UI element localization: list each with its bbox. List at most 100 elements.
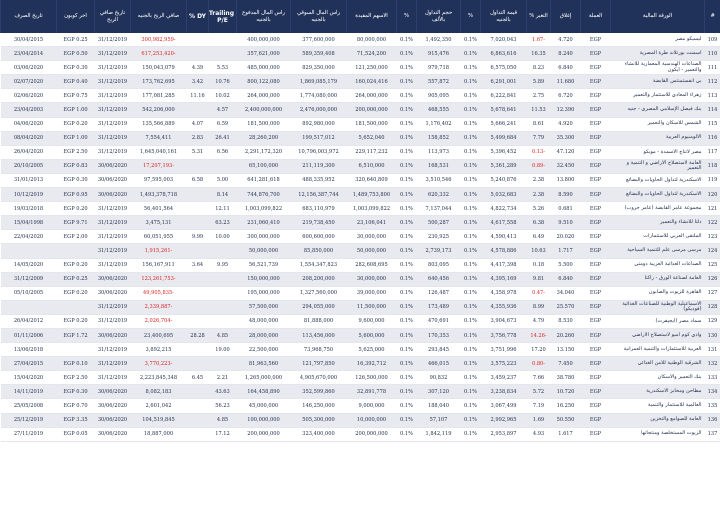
table-row[interactable]: 110 اسمنت بورتلاند طرة المصرية EGP 8.240 16.…: [0, 46, 720, 62]
security-name-cell[interactable]: سماد مصر (ايجيفرت): [610, 314, 705, 329]
security-name-cell[interactable]: الشرقية الوطنية للامن الغذائي: [610, 356, 705, 372]
security-name-cell[interactable]: الصناعات الغذائية العربية دومتي: [610, 258, 705, 273]
currency-cell: EGP: [580, 384, 611, 400]
security-name-cell[interactable]: اسمنت بورتلاند طرة المصرية: [610, 46, 705, 62]
table-row[interactable]: 118 العامة لاستصلاح الاراضي و التنمية و ا…: [0, 159, 720, 174]
table-row[interactable]: 137 الزيوت المستخلصة ومنتجاتها EGP 1.617 4.9…: [0, 427, 720, 442]
header-last-coupon[interactable]: اخر كوبون: [56, 0, 95, 33]
security-name-cell[interactable]: دلتا للانشاء والتعمير: [610, 215, 705, 231]
table-row[interactable]: 128 الاسماعيلية الوطنية للصناعات الغذائية…: [0, 300, 720, 315]
table-row[interactable]: 119 الاسكندرية لتداول الحاويات والبضائع EG…: [0, 173, 720, 189]
security-name-cell[interactable]: بنك التعمير والاسكان: [610, 370, 705, 386]
paid-capital-cell: 57,500,000: [236, 300, 291, 315]
last-coupon-cell: EGP 1.72: [56, 328, 95, 344]
security-name-cell[interactable]: مصر لانتاج الاسمدة - موبكو: [610, 145, 705, 160]
table-row[interactable]: 111 الصناعات الهندسية المعمارية للانشاء و…: [0, 60, 720, 76]
close-price-cell: 9.510: [550, 215, 581, 231]
header-payment-date[interactable]: تاريخ الصرف: [0, 0, 57, 33]
security-name-cell[interactable]: العالمية للاستثمار والتنمية: [610, 398, 705, 414]
table-row[interactable]: 121 مجموعة عامر القابضة (عامر جروب) EGP 0.6…: [0, 201, 720, 217]
security-name-cell[interactable]: العامة لاستصلاح الاراضي و التنمية و التع…: [610, 159, 705, 174]
header-paid-capital[interactable]: راس المال المدفوع بالجنيه: [236, 0, 291, 33]
security-name-cell[interactable]: العامة للصوامع والتخزين: [610, 413, 705, 428]
security-name-cell[interactable]: وادي كوم امبو لاستصلاح الاراضي: [610, 328, 705, 344]
table-row[interactable]: 126 العامة لصناعة الورق - راكتا EGP 6.840 9.…: [0, 272, 720, 287]
paid-capital-cell: 800,122,080: [236, 74, 291, 90]
security-name-cell[interactable]: ليسيكو مصر: [610, 33, 705, 48]
table-row[interactable]: 114 بنك فيصل الإسلامي المصري - جنيه EGP 12.…: [0, 102, 720, 118]
market-cap-cell: 488,335,952: [290, 173, 347, 189]
net-profit-cell: -49,905,835: [130, 286, 187, 301]
trade-value-cell: 6,863,616: [480, 46, 527, 62]
last-coupon-cell: EGP 0.70: [56, 398, 95, 414]
header-number[interactable]: #: [704, 0, 720, 33]
header-market-cap[interactable]: راس المال السوقي بالجنيه: [290, 0, 347, 33]
security-name-cell[interactable]: الشمس للاسكان والتعمير: [610, 117, 705, 132]
table-row[interactable]: 132 الشرقية الوطنية للامن الغذائي EGP 7.450…: [0, 356, 720, 372]
table-row[interactable]: 133 بنك التعمير والاسكان EGP 38.780 7.66 3,45…: [0, 370, 720, 386]
header-close[interactable]: إغلاق: [550, 0, 581, 33]
payment-date-cell: 20/10/2005: [0, 159, 57, 174]
listed-shares-cell: 30,000,000: [346, 229, 397, 245]
table-row[interactable]: 120 الاسكندرية لتداول الحاويات والبضائع EG…: [0, 187, 720, 203]
header-value-share[interactable]: %: [460, 0, 481, 33]
currency-cell: EGP: [580, 173, 611, 189]
header-listed-shares[interactable]: الاسهم المقيدة: [346, 0, 397, 33]
table-row[interactable]: 127 القاهرة للزيوت والصابون EGP 34.040 -0.47…: [0, 286, 720, 301]
security-name-cell[interactable]: بنك فيصل الإسلامي المصري - جنيه: [610, 102, 705, 118]
table-row[interactable]: 116 الالومنيوم العربية EGP 35.300 7.79 5,499,…: [0, 131, 720, 146]
table-row[interactable]: 109 ليسيكو مصر EGP 4.720 -1.67 7,020,043 0.1% 1…: [0, 33, 720, 48]
security-name-cell[interactable]: زهراء المعادي للاستثمار والتعمير: [610, 88, 705, 104]
security-name-cell[interactable]: مجموعة عامر القابضة (عامر جروب): [610, 201, 705, 217]
header-trade-value[interactable]: قيمة التداول بالجنيه: [480, 0, 527, 33]
table-row[interactable]: 113 زهراء المعادي للاستثمار والتعمير EGP 6.…: [0, 88, 720, 104]
security-name-cell[interactable]: الالومنيوم العربية: [610, 131, 705, 146]
payment-date-cell: 26/04/2012: [0, 314, 57, 329]
security-name-cell[interactable]: القاهرة للزيوت والصابون: [610, 286, 705, 301]
table-row[interactable]: 136 العامة للصوامع والتخزين EGP 50.550 1.69 2…: [0, 413, 720, 428]
trade-volume-cell: 500,287: [416, 215, 461, 231]
trade-value-cell: 3,575,223: [480, 356, 527, 372]
table-row[interactable]: 123 الملتقى العربي للاستثمارات EGP 20.020 6.…: [0, 229, 720, 245]
table-row[interactable]: 131 العربية للاستثمارات والتنمية العمراني…: [0, 342, 720, 358]
listed-shares-cell: 11,500,000: [346, 300, 397, 315]
header-security[interactable]: الورقة المالية: [610, 0, 705, 33]
header-volume-share[interactable]: %: [396, 0, 417, 33]
table-row[interactable]: 124 مرسى مرسى علم للتنمية السياحية EGP 1.71…: [0, 243, 720, 259]
security-name-cell[interactable]: الاسكندرية لتداول الحاويات والبضائع: [610, 187, 705, 203]
table-row[interactable]: 122 دلتا للانشاء والتعمير EGP 9.510 6.38 4,61…: [0, 215, 720, 231]
security-name-cell[interactable]: مرسى مرسى علم للتنمية السياحية: [610, 243, 705, 259]
table-row[interactable]: 125 الصناعات الغذائية العربية دومتي EGP 5.5…: [0, 258, 720, 273]
table-row[interactable]: 130 وادي كوم امبو لاستصلاح الاراضي EGP 20.2…: [0, 328, 720, 344]
header-change-percent[interactable]: التغير %: [526, 0, 551, 33]
header-profit-date[interactable]: تاريخ صافي الربح: [94, 0, 131, 33]
security-name-cell[interactable]: العربية للاستثمارات والتنمية العمرانية: [610, 342, 705, 358]
security-name-cell[interactable]: العامة لصناعة الورق - راكتا: [610, 272, 705, 287]
trailing-pe-cell: 17.12: [208, 427, 237, 442]
net-profit-cell: 8,082,183: [130, 384, 187, 400]
header-currency[interactable]: العملة: [580, 0, 611, 33]
header-trade-volume[interactable]: حجم التداول بالألف: [416, 0, 461, 33]
security-name-cell[interactable]: الملتقى العربي للاستثمارات: [610, 229, 705, 245]
table-body: 109 ليسيكو مصر EGP 4.720 -1.67 7,020,043 0.1% 1…: [0, 33, 720, 442]
table-row[interactable]: 112 بي انفستمنتس القابضة EGP 11.680 5.89 6,29…: [0, 74, 720, 90]
header-net-profit[interactable]: صافي الربح بالجنيه: [130, 0, 187, 33]
table-row[interactable]: 135 العالمية للاستثمار والتنمية EGP 16.250 7…: [0, 398, 720, 414]
close-price-cell: 50.550: [550, 413, 581, 428]
security-name-cell[interactable]: الاسماعيلية الوطنية للصناعات الغذائية (ف…: [610, 300, 705, 315]
row-number-cell: 136: [704, 413, 720, 428]
security-name-cell[interactable]: الصناعات الهندسية المعمارية للانشاء والت…: [610, 60, 705, 76]
security-name-cell[interactable]: الزيوت المستخلصة ومنتجاتها: [610, 427, 705, 442]
security-name-cell[interactable]: الاسكندرية لتداول الحاويات والبضائع: [610, 173, 705, 189]
table-row[interactable]: 134 مطاحن ومخابز الاسكندرية EGP 10.720 5.72 3…: [0, 384, 720, 400]
table-row[interactable]: 115 الشمس للاسكان والتعمير EGP 4.920 8.61 5,6…: [0, 117, 720, 132]
table-row[interactable]: 117 مصر لانتاج الاسمدة - موبكو EGP 47.120 -0…: [0, 145, 720, 160]
header-trailing-pe[interactable]: Trailing P/E: [208, 0, 237, 33]
security-name-cell[interactable]: بي انفستمنتس القابضة: [610, 74, 705, 90]
header-dividend-yield[interactable]: DY %: [186, 0, 209, 33]
security-name-cell[interactable]: مطاحن ومخابز الاسكندرية: [610, 384, 705, 400]
table-row[interactable]: 129 سماد مصر (ايجيفرت) EGP 8.530 4.79 3,904,6…: [0, 314, 720, 329]
change-percent-cell: 8.23: [526, 60, 551, 76]
trade-value-cell: 4,590,413: [480, 229, 527, 245]
close-price-cell: 12.390: [550, 102, 581, 118]
